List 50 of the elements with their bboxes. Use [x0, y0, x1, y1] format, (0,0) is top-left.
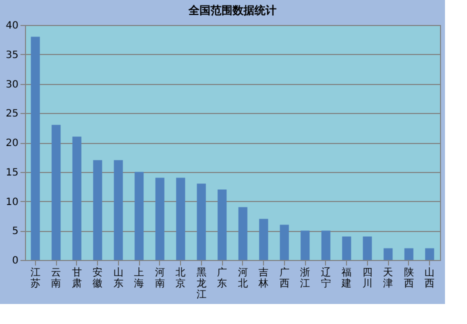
bar — [93, 160, 102, 260]
x-tick-label: 河北 — [238, 266, 248, 290]
bar — [30, 36, 40, 260]
x-tick-label: 广西 — [279, 266, 290, 290]
x-tick-label: 甘肃 — [72, 266, 82, 290]
y-tick-label: 20 — [6, 138, 18, 149]
x-tick-label: 福建 — [340, 266, 352, 290]
bar — [384, 248, 393, 260]
bar — [176, 178, 186, 260]
x-tick-label: 云南 — [51, 268, 62, 290]
x-tick-label: 山西 — [424, 266, 435, 290]
bar — [114, 160, 123, 260]
bar — [72, 136, 82, 260]
x-tick-label: 天津 — [383, 268, 394, 290]
bar — [196, 184, 206, 260]
x-tick-label: 河南 — [154, 266, 165, 290]
chart-title: 全国范围数据统计 — [188, 4, 276, 17]
bar — [52, 124, 61, 260]
y-tick-label: 5 — [12, 226, 18, 238]
y-tick-label: 30 — [6, 79, 18, 90]
x-tick-label: 浙江 — [300, 266, 310, 290]
bar — [362, 236, 372, 260]
bar — [342, 236, 352, 260]
y-tick-label: 0 — [12, 256, 18, 266]
y-tick-label: 35 — [6, 50, 18, 61]
x-tick-label: 江苏 — [30, 266, 40, 290]
bar — [404, 248, 414, 260]
bar — [218, 190, 227, 260]
y-tick-label: 15 — [6, 167, 18, 178]
y-tick-label: 40 — [6, 20, 18, 32]
x-tick-label: 广东 — [217, 266, 228, 290]
x-tick-label: 辽宁 — [320, 266, 331, 290]
y-tick-label: 10 — [6, 196, 18, 208]
x-tick-label: 四川 — [362, 268, 372, 290]
bar — [134, 172, 144, 260]
x-tick-label: 山东 — [113, 266, 124, 290]
bar — [321, 230, 330, 260]
x-tick-label: 上海 — [134, 266, 144, 290]
y-tick-label: 25 — [6, 108, 18, 120]
x-tick-label: 吉林 — [258, 266, 269, 290]
bar — [259, 218, 268, 260]
bar — [280, 224, 289, 260]
bar — [425, 248, 434, 260]
bar — [238, 207, 248, 260]
bar — [155, 178, 164, 260]
x-tick-label: 北京 — [176, 266, 186, 290]
x-tick-label: 安徽 — [92, 266, 103, 290]
bar — [300, 230, 310, 260]
x-tick-label: 黑龙江 — [196, 268, 206, 300]
x-tick-label: 陕西 — [404, 266, 414, 290]
